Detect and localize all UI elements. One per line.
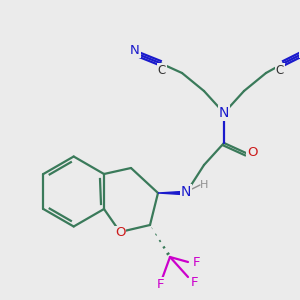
Text: N: N (219, 106, 229, 120)
Text: F: F (156, 278, 164, 290)
Text: O: O (115, 226, 125, 239)
Text: N: N (130, 44, 140, 58)
Text: H: H (200, 180, 208, 190)
Text: C: C (158, 64, 166, 76)
Text: F: F (192, 256, 200, 268)
Text: C: C (276, 64, 284, 76)
Text: O: O (247, 146, 257, 160)
Text: F: F (190, 275, 198, 289)
Polygon shape (158, 191, 186, 195)
Text: N: N (181, 185, 191, 199)
